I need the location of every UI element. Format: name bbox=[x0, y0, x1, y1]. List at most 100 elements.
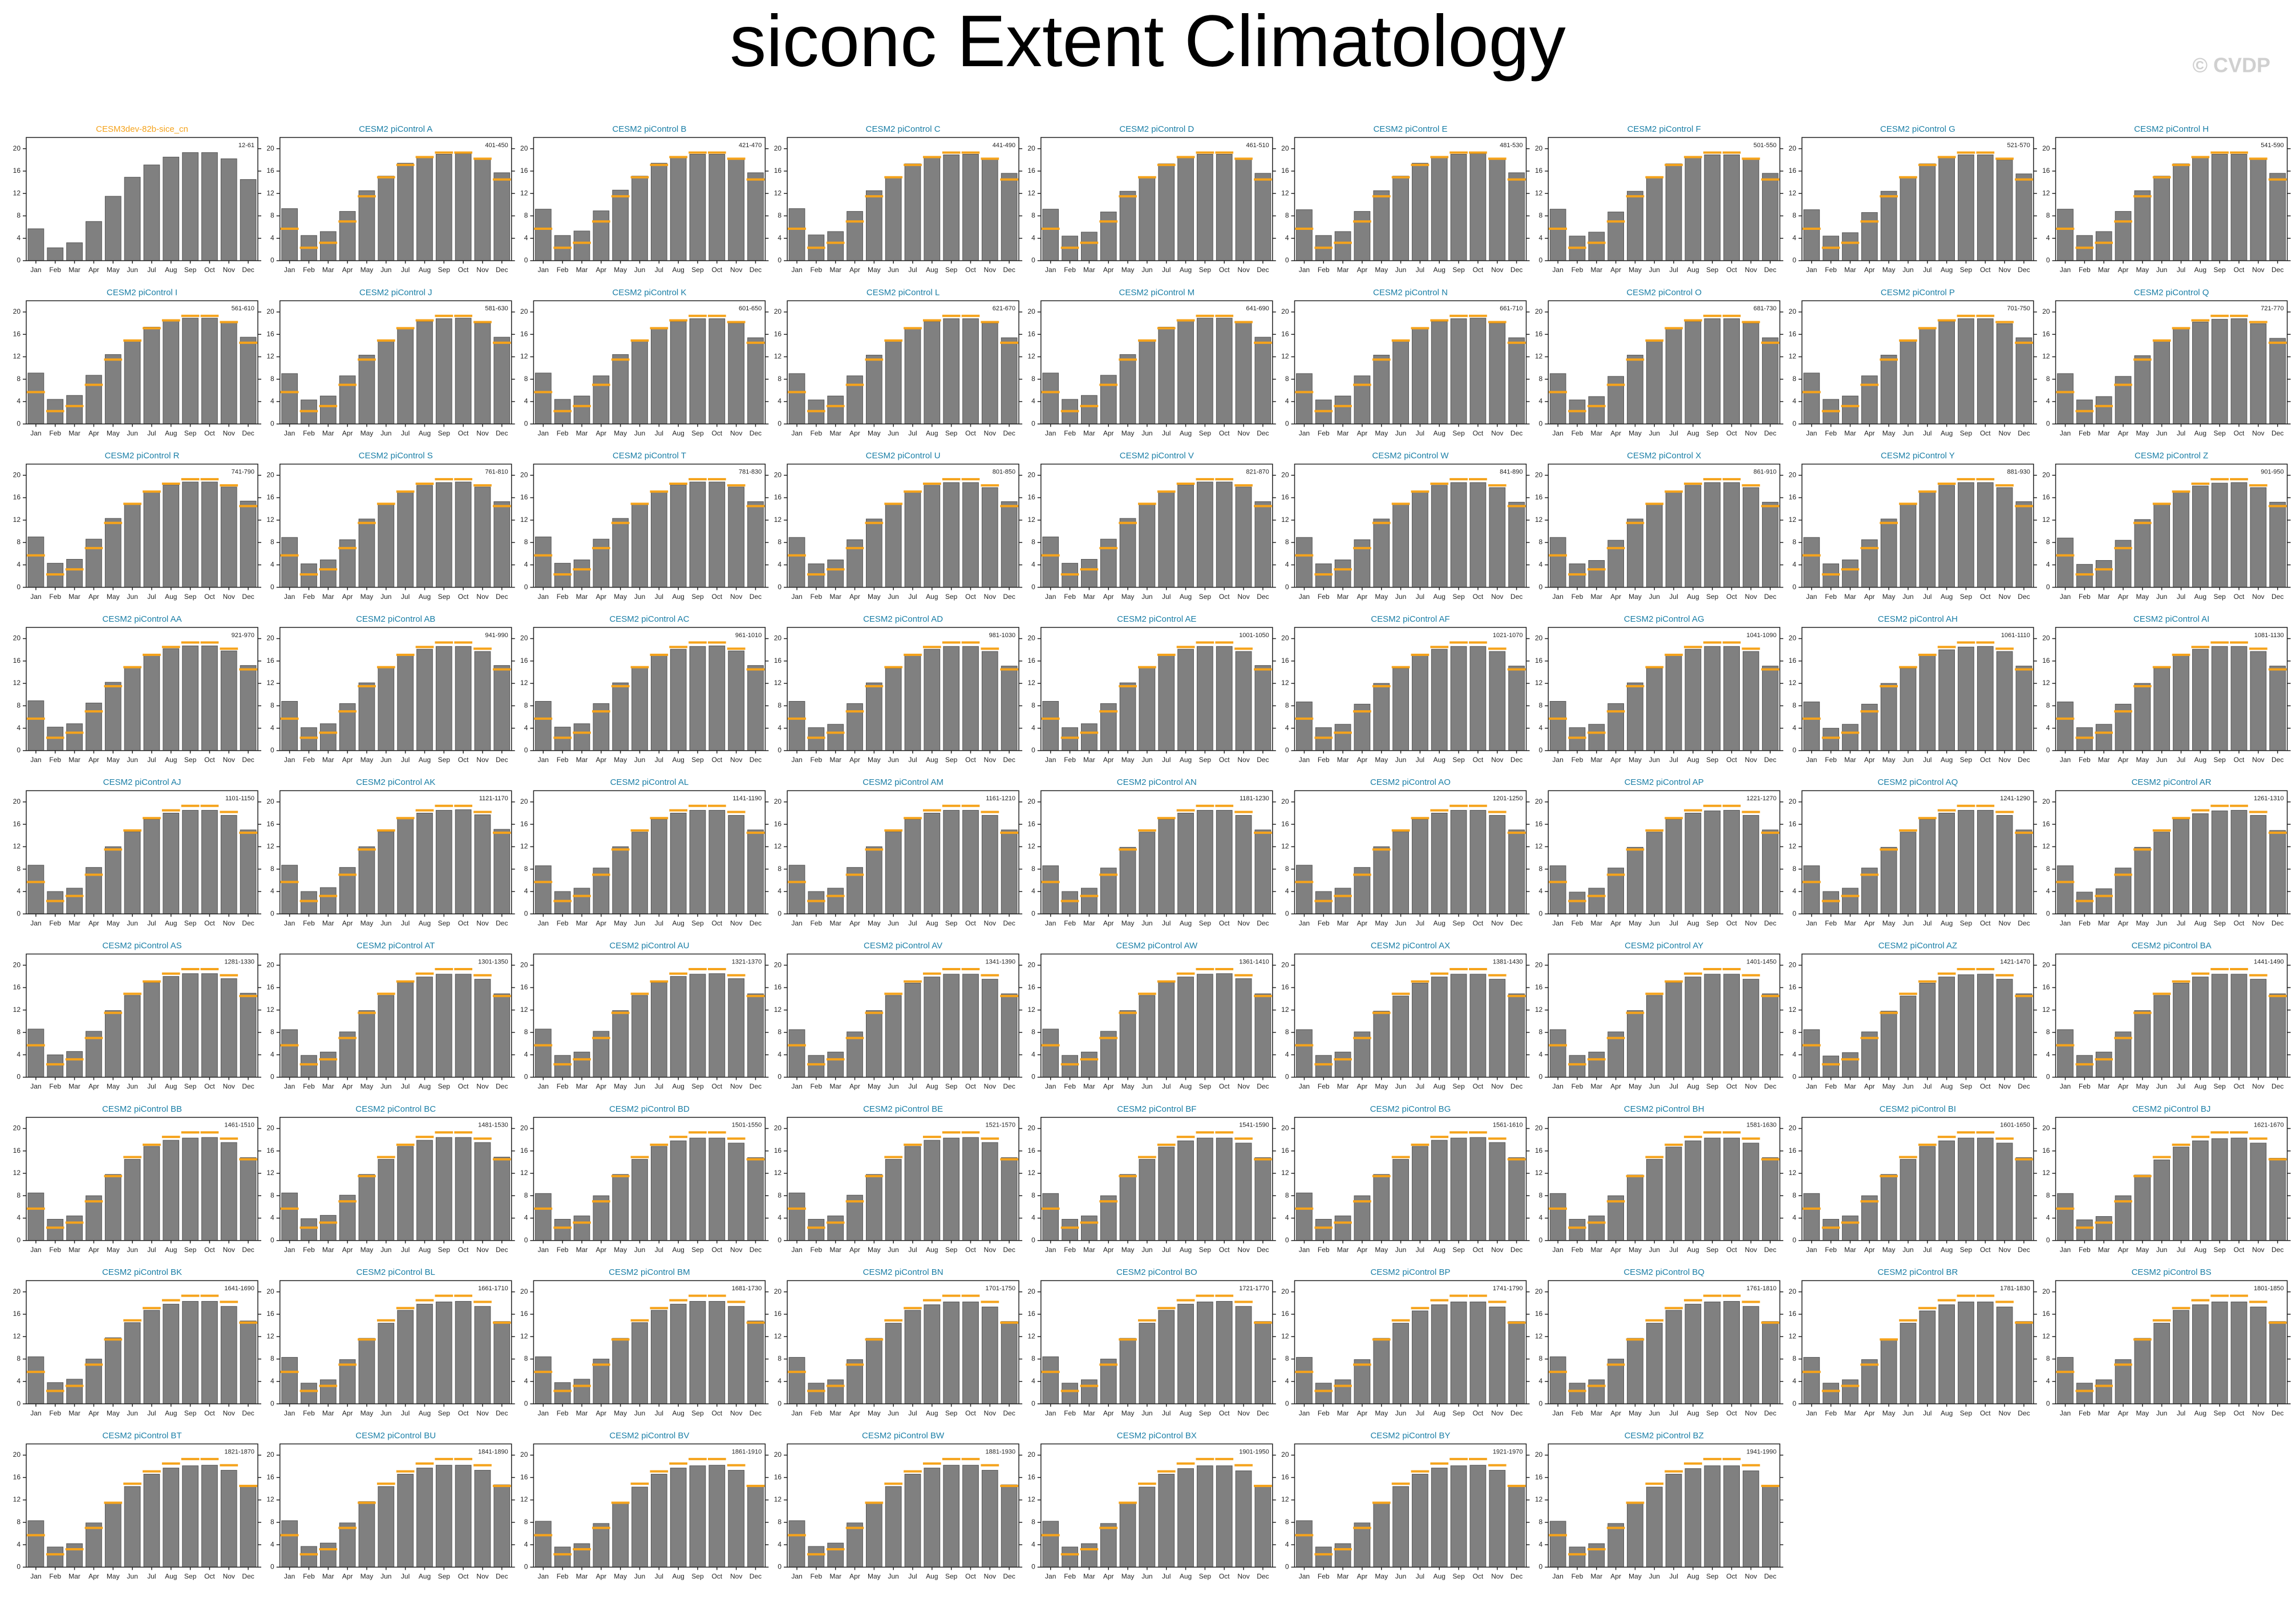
bar bbox=[1216, 153, 1233, 261]
y-tick-label: 16 bbox=[13, 657, 21, 665]
bar bbox=[1296, 1357, 1313, 1404]
x-tick-label: Apr bbox=[1864, 1409, 1875, 1417]
bar bbox=[378, 503, 395, 588]
bar bbox=[981, 159, 998, 261]
panel-title: CESM2 piControl AE bbox=[1117, 614, 1196, 624]
x-tick-label: May bbox=[2136, 756, 2149, 764]
x-tick-label: Mar bbox=[322, 919, 334, 927]
bar bbox=[358, 1174, 375, 1241]
period-label: 1101-1150 bbox=[225, 795, 254, 802]
period-label: 661-710 bbox=[1500, 305, 1522, 312]
x-tick-label: Aug bbox=[672, 919, 684, 927]
x-tick-label: Mar bbox=[1337, 756, 1349, 764]
plot-frame bbox=[533, 1280, 766, 1404]
x-tick-label: Feb bbox=[811, 1409, 823, 1417]
panel-title: CESM2 piControl BS bbox=[2132, 1267, 2212, 1277]
bar bbox=[534, 865, 552, 914]
x-tick-label: Aug bbox=[1687, 756, 1699, 764]
bar bbox=[474, 651, 491, 751]
period-label: 881-930 bbox=[2007, 469, 2030, 476]
x-tick-label: Aug bbox=[2194, 756, 2206, 764]
bar bbox=[670, 321, 687, 424]
x-tick-label: Jan bbox=[1552, 1409, 1563, 1417]
x-tick-label: May bbox=[868, 756, 881, 764]
x-tick-label: Jul bbox=[1923, 429, 1931, 437]
x-tick-label: Feb bbox=[49, 1246, 61, 1254]
bar bbox=[2134, 1174, 2151, 1241]
x-tick-label: Jul bbox=[655, 1083, 663, 1091]
x-tick-label: Nov bbox=[223, 593, 235, 601]
x-tick-label: Feb bbox=[1318, 266, 1330, 274]
bar bbox=[1216, 318, 1233, 424]
x-tick-label: May bbox=[614, 266, 627, 274]
x-tick-label: Apr bbox=[2118, 756, 2129, 764]
x-tick-label: Sep bbox=[1199, 1246, 1212, 1254]
bar bbox=[1508, 1321, 1525, 1404]
y-tick-label: 8 bbox=[778, 375, 781, 383]
x-tick-label: May bbox=[361, 593, 374, 601]
bar bbox=[182, 481, 199, 588]
bar bbox=[1803, 865, 1820, 914]
y-tick-label: 0 bbox=[17, 1073, 21, 1081]
y-tick-label: 8 bbox=[1792, 538, 1796, 546]
panel-title: CESM2 piControl BL bbox=[356, 1267, 435, 1277]
x-tick-label: Aug bbox=[1434, 593, 1445, 601]
x-tick-label: Jun bbox=[888, 1409, 899, 1417]
bar bbox=[1119, 191, 1136, 261]
x-tick-label: Jun bbox=[1902, 1246, 1913, 1254]
panel-title: CESM2 piControl Y bbox=[1881, 451, 1955, 461]
bar bbox=[1919, 163, 1936, 261]
bar bbox=[1996, 487, 2013, 588]
x-tick-label: May bbox=[107, 593, 120, 601]
x-tick-label: Sep bbox=[438, 429, 451, 437]
bar bbox=[27, 536, 44, 588]
x-tick-label: Apr bbox=[1357, 593, 1368, 601]
x-tick-label: Jun bbox=[1141, 266, 1152, 274]
y-tick-label: 20 bbox=[1789, 1287, 1797, 1295]
bar bbox=[1001, 829, 1018, 914]
y-tick-label: 0 bbox=[1539, 256, 1543, 264]
bar bbox=[1665, 982, 1682, 1078]
period-label: 12-61 bbox=[238, 142, 254, 149]
x-tick-label: Oct bbox=[2234, 1246, 2245, 1254]
x-tick-label: May bbox=[868, 1083, 881, 1091]
y-tick-label: 20 bbox=[1535, 1124, 1543, 1132]
x-tick-label: Jun bbox=[1141, 593, 1152, 601]
period-label: 1561-1610 bbox=[1493, 1122, 1523, 1129]
y-tick-label: 12 bbox=[1027, 842, 1035, 850]
y-tick-label: 16 bbox=[1281, 1310, 1289, 1318]
bar bbox=[962, 646, 979, 751]
x-tick-label: May bbox=[614, 429, 627, 437]
y-tick-label: 20 bbox=[520, 144, 528, 152]
bar bbox=[2153, 668, 2171, 751]
bar bbox=[2173, 492, 2189, 588]
x-tick-label: Jan bbox=[2060, 266, 2071, 274]
x-tick-label: Feb bbox=[557, 756, 569, 764]
bar bbox=[1412, 163, 1428, 261]
bar bbox=[240, 993, 257, 1078]
bar bbox=[1704, 811, 1721, 914]
x-tick-label: May bbox=[1629, 919, 1642, 927]
bar bbox=[885, 995, 902, 1078]
bar bbox=[2250, 815, 2267, 914]
x-tick-label: Jun bbox=[634, 429, 645, 437]
bar bbox=[1431, 649, 1448, 751]
x-tick-label: Oct bbox=[711, 919, 722, 927]
bar bbox=[1235, 815, 1252, 914]
bar bbox=[455, 646, 472, 751]
x-tick-label: Mar bbox=[2098, 266, 2110, 274]
bar bbox=[1158, 1310, 1175, 1404]
bar bbox=[1489, 1306, 1506, 1404]
x-tick-label: Oct bbox=[204, 266, 215, 274]
y-tick-label: 0 bbox=[17, 583, 21, 591]
x-tick-label: Oct bbox=[965, 1246, 976, 1254]
x-tick-label: Feb bbox=[1318, 756, 1330, 764]
x-tick-label: Jun bbox=[888, 919, 899, 927]
x-tick-label: Jan bbox=[284, 919, 295, 927]
bar bbox=[885, 1159, 902, 1241]
x-tick-label: Oct bbox=[1726, 593, 1737, 601]
